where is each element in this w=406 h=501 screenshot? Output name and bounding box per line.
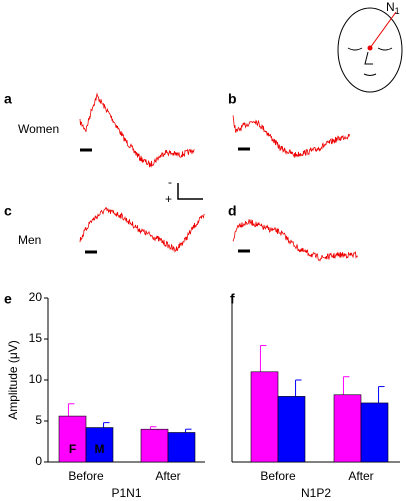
bar (85, 427, 114, 463)
electrode-label: N1 (386, 0, 400, 16)
bar (360, 402, 389, 463)
row-label: Women (18, 122, 59, 136)
y-tick-label: 5 (35, 413, 42, 427)
stimulus-bars (80, 147, 250, 254)
scale-label: + (165, 192, 172, 206)
y-tick-label: 0 (35, 454, 42, 468)
y-tick-label: 15 (29, 331, 43, 345)
panel-label: c (4, 203, 12, 219)
panel-label: d (228, 203, 237, 219)
electrode-dot (367, 45, 373, 51)
electrode-line (369, 11, 397, 49)
bar (277, 396, 306, 463)
x-tick-label: Before (68, 469, 104, 483)
bar (333, 394, 362, 463)
electrode-subscript: 1 (395, 6, 400, 16)
x-tick-label: After (155, 469, 180, 483)
y-axis-label: Amplitude (μV) (6, 340, 20, 420)
x-tick-label: Before (260, 469, 296, 483)
scale-bar (177, 183, 203, 200)
waveform (232, 115, 350, 158)
panel-label: a (4, 91, 12, 107)
legend-label: F (69, 442, 76, 456)
head (337, 7, 403, 93)
row-label: Men (18, 233, 41, 247)
waveform (232, 219, 358, 262)
panel-label: b (228, 91, 237, 107)
bar (140, 428, 169, 463)
x-tick-label: After (348, 469, 373, 483)
x-axis-label: N1P2 (301, 486, 331, 500)
features (347, 47, 393, 76)
face-diagram (337, 7, 403, 93)
electrode-text: N (386, 0, 395, 14)
y-tick-label: 10 (29, 372, 43, 386)
legend-label: M (95, 442, 105, 456)
x-axis-label: P1N1 (111, 486, 141, 500)
waveform (79, 92, 195, 168)
bar (250, 371, 279, 463)
waveform (79, 206, 205, 253)
y-tick-label: 20 (29, 290, 43, 304)
bar (167, 432, 196, 463)
scale-label: - (168, 175, 172, 189)
panel-label: e (4, 291, 12, 307)
